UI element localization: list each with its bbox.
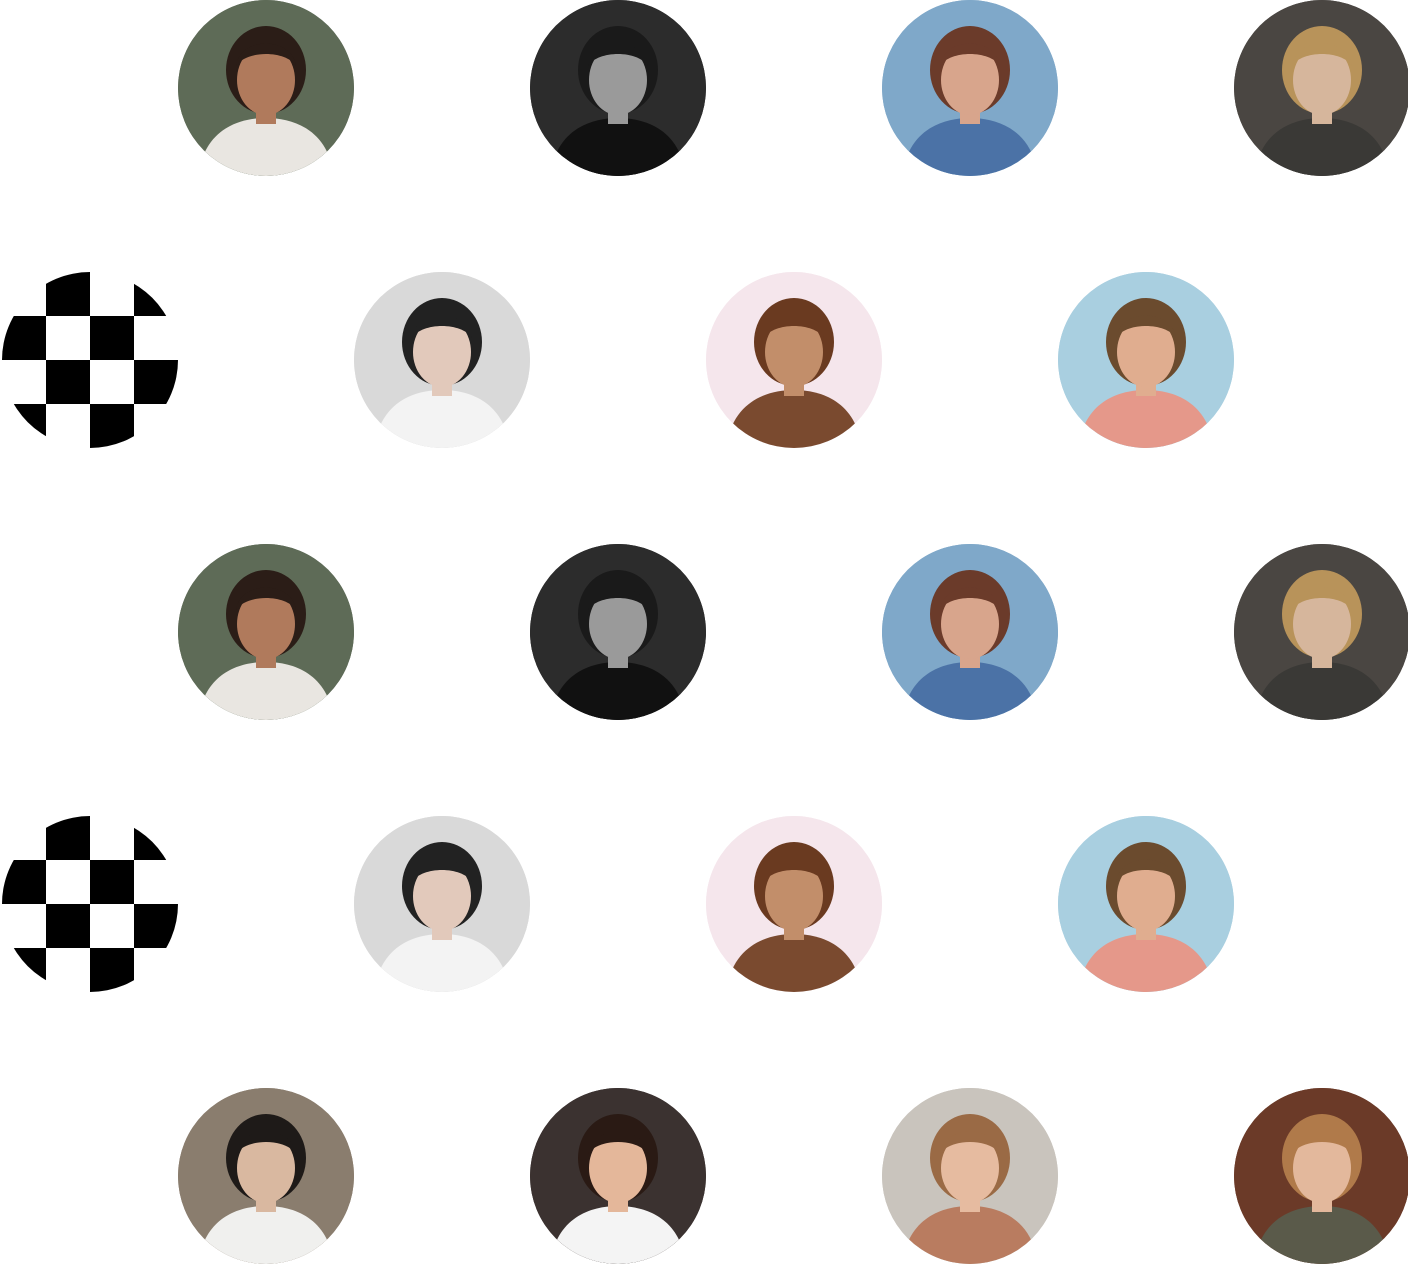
portrait-illustration (530, 0, 706, 176)
portrait-illustration (706, 816, 882, 992)
avatar[interactable] (882, 0, 1058, 176)
avatar[interactable] (354, 272, 530, 448)
avatar[interactable] (178, 544, 354, 720)
portrait-illustration (706, 272, 882, 448)
portrait-illustration (882, 1088, 1058, 1264)
portrait-illustration (882, 544, 1058, 720)
avatar[interactable] (530, 544, 706, 720)
avatar[interactable] (706, 272, 882, 448)
avatar[interactable] (882, 1088, 1058, 1264)
avatar[interactable] (1234, 1088, 1408, 1264)
avatar[interactable] (1234, 544, 1408, 720)
avatar[interactable] (1234, 0, 1408, 176)
avatar[interactable] (178, 0, 354, 176)
portrait-illustration (178, 544, 354, 720)
portrait-illustration (882, 0, 1058, 176)
portrait-illustration (354, 272, 530, 448)
avatar[interactable] (1058, 272, 1234, 448)
portrait-illustration (530, 544, 706, 720)
avatar[interactable] (354, 816, 530, 992)
avatar[interactable] (530, 0, 706, 176)
checkerboard-icon (2, 816, 178, 992)
avatar[interactable] (1058, 816, 1234, 992)
portrait-illustration (1234, 0, 1408, 176)
portrait-illustration (530, 1088, 706, 1264)
portrait-illustration (354, 816, 530, 992)
checkerboard-icon (2, 272, 178, 448)
portrait-illustration (178, 0, 354, 176)
portrait-illustration (1058, 272, 1234, 448)
avatar[interactable] (178, 1088, 354, 1264)
avatar[interactable] (882, 544, 1058, 720)
portrait-illustration (1058, 816, 1234, 992)
portrait-illustration (178, 1088, 354, 1264)
avatar[interactable] (706, 816, 882, 992)
portrait-illustration (1234, 1088, 1408, 1264)
avatar[interactable] (530, 1088, 706, 1264)
portrait-illustration (1234, 544, 1408, 720)
